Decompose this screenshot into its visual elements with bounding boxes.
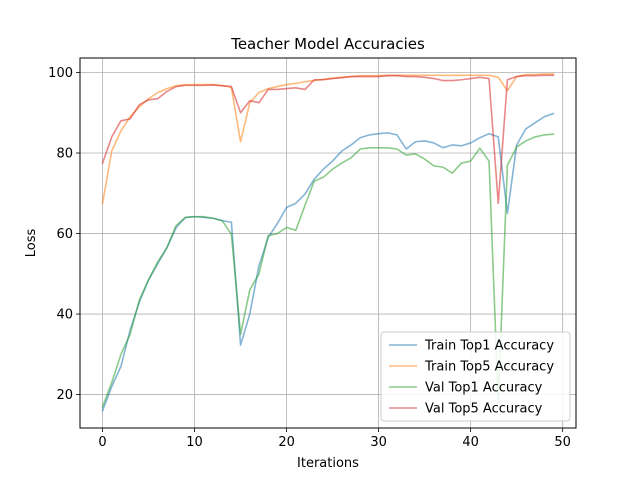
axes-frame [79,57,577,429]
series-line-val-top1-accuracy [101,133,555,408]
legend-entry: Train Top1 Accuracy [424,339,554,354]
legend-box [380,331,571,422]
y-tick-label: 20 [56,388,73,403]
legend-entry: Val Top1 Accuracy [425,381,543,396]
series-line-train-top5-accuracy [101,73,555,205]
y-tick-label: 80 [56,147,73,162]
x-tick-label: 50 [554,435,571,450]
x-tick-label: 10 [186,435,203,450]
y-tick-label: 40 [56,308,73,323]
y-tick-label: 60 [56,227,73,242]
y-tick-label: 100 [48,66,73,81]
grid [80,58,576,428]
x-tick-label: 20 [278,435,295,450]
legend-entry: Train Top5 Accuracy [424,360,554,375]
series-line-train-top1-accuracy [101,112,555,412]
series-lines [101,73,555,412]
x-axis-label: Iterations [297,456,359,471]
x-tick-label: 30 [370,435,387,450]
x-tick-label: 0 [98,435,106,450]
series-line-val-top5-accuracy [101,74,555,205]
y-axis-label: Loss [24,229,39,258]
ticks: 0 10 20 30 40 50 20 40 60 80 100 [48,66,571,450]
legend: Train Top1 Accuracy Train Top5 Accuracy Va… [380,331,571,422]
chart-title: Teacher Model Accuracies [230,35,425,53]
legend-entry: Val Top5 Accuracy [425,402,543,417]
x-tick-label: 40 [462,435,479,450]
